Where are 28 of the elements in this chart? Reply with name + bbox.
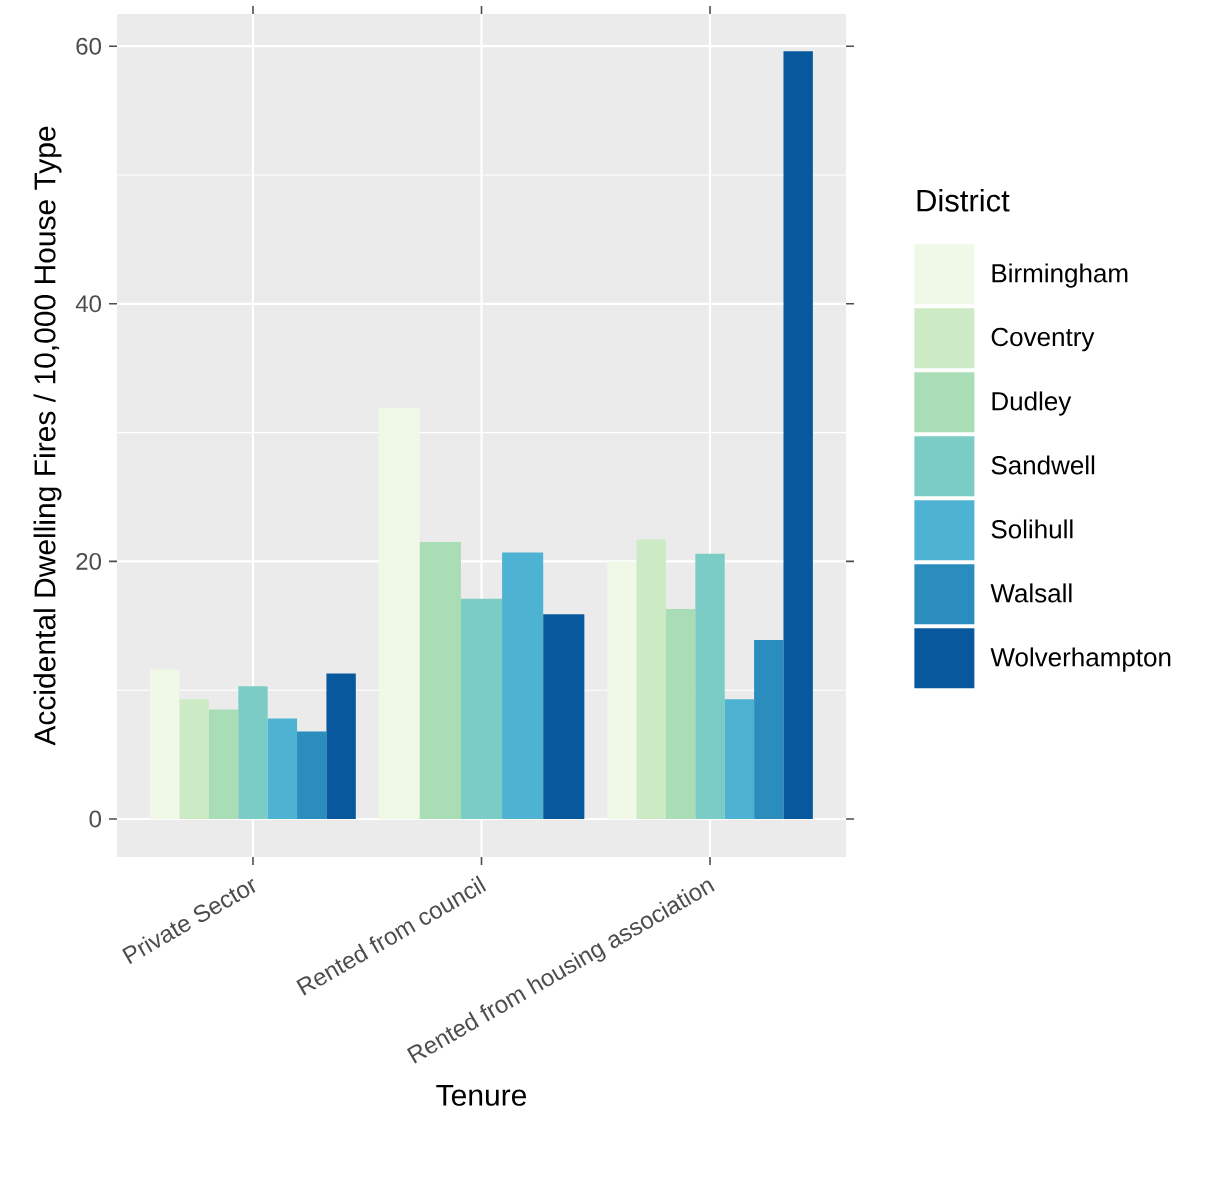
- bar: [208, 709, 239, 819]
- legend-label: Walsall: [990, 583, 1072, 603]
- bar: [665, 609, 696, 819]
- bar: [297, 731, 327, 819]
- y-tick-label: 60: [76, 37, 102, 55]
- bar: [607, 561, 637, 819]
- bar: [724, 699, 755, 819]
- y-tick-label: 20: [76, 552, 102, 570]
- y-axis-title: Accidental Dwelling Fires / 10,000 House Type: [33, 126, 62, 746]
- y-tick-label: 40: [75, 295, 102, 313]
- bar: [326, 673, 356, 819]
- bar: [267, 718, 298, 819]
- bar: [636, 539, 666, 819]
- bar: [150, 669, 180, 819]
- bar: [783, 51, 813, 819]
- legend-label: Sandwell: [991, 455, 1095, 475]
- legend-label: Solihull: [991, 519, 1073, 539]
- legend-label: Dudley: [992, 391, 1072, 416]
- legend-label: Wolverhampton: [990, 647, 1171, 672]
- bar: [754, 639, 784, 819]
- bar: [179, 699, 209, 819]
- bar: [238, 686, 268, 819]
- legend-label: Coventry: [991, 327, 1095, 352]
- legend-label: Birmingham: [992, 263, 1128, 288]
- bar: [695, 553, 725, 819]
- x-axis-title: Tenure: [436, 1084, 527, 1106]
- legend-title: District: [917, 188, 1010, 212]
- y-tick-label: 0: [89, 810, 102, 828]
